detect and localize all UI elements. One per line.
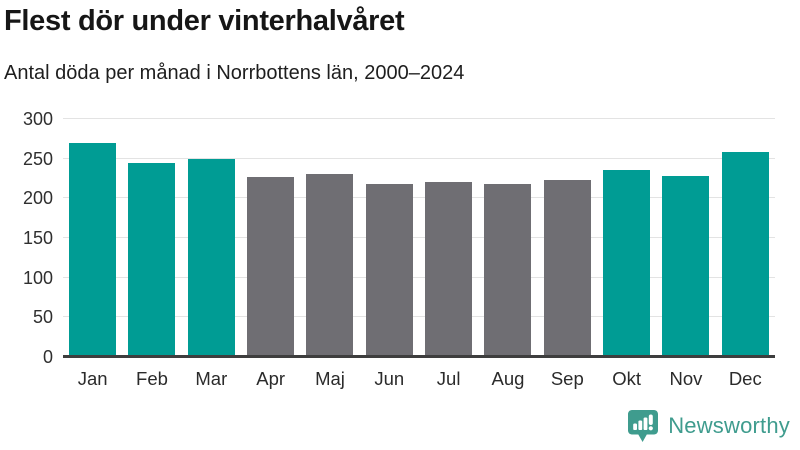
bar-slot (122, 119, 181, 357)
bar-slot (478, 119, 537, 357)
bar-aug (484, 184, 532, 357)
bar-slot (716, 119, 775, 357)
bar-jul (425, 182, 473, 357)
bar-dec (721, 152, 769, 357)
bar-slot (241, 119, 300, 357)
x-tick-label: Mar (195, 368, 228, 389)
gridline (63, 197, 775, 199)
bar-sep (543, 180, 591, 357)
bar-chart-speech-bubble-icon (627, 409, 659, 443)
x-axis-line (63, 355, 775, 358)
bar-jan (69, 142, 117, 357)
x-tick-label: Okt (612, 368, 641, 389)
bar-slot (63, 119, 122, 357)
y-tick-label: 200 (22, 188, 53, 209)
newsworthy-wordmark: Newsworthy (668, 413, 790, 438)
x-tick-label: Jun (374, 368, 405, 389)
gridline (63, 237, 775, 238)
gridline (63, 316, 775, 318)
bar-nov (662, 176, 710, 357)
plot-area (63, 118, 775, 358)
bar-okt (603, 169, 651, 357)
chart-subtitle: Antal döda per månad i Norrbottens län, … (4, 62, 465, 84)
bar-slot (538, 119, 597, 357)
x-axis-labels: Jan Feb Mar Apr Maj Jun Jul Aug Sep Okt Nov Dec (63, 368, 775, 390)
chart-title: Flest dör under vinterhalvåret (4, 5, 405, 37)
gridline (63, 118, 775, 119)
bar-slot (656, 119, 715, 357)
y-axis-labels: 0 50 100 150 200 250 300 (0, 110, 53, 366)
x-tick-label: Feb (136, 368, 168, 389)
y-tick-label: 250 (22, 148, 53, 169)
bar-slot (300, 119, 359, 357)
x-tick-label: Apr (256, 368, 286, 389)
x-tick-label: Nov (669, 368, 703, 389)
x-tick-label: Jan (77, 368, 108, 389)
gridline (63, 157, 775, 159)
y-tick-label: 100 (22, 267, 53, 288)
x-tick-label: Maj (315, 368, 345, 389)
x-tick-label: Sep (550, 368, 584, 389)
newsworthy-logo[interactable]: Newsworthy (627, 409, 790, 443)
bar-maj (306, 173, 354, 357)
bar-slot (182, 119, 241, 357)
y-tick-label: 150 (22, 228, 53, 248)
bar-feb (128, 162, 176, 357)
x-tick-label: Aug (491, 368, 525, 389)
y-tick-label: 300 (22, 109, 53, 129)
bar-slot (419, 119, 478, 357)
x-tick-label: Jul (436, 368, 461, 389)
bar-apr (247, 176, 295, 357)
y-tick-label: 50 (32, 307, 53, 328)
gridline (63, 276, 775, 278)
bar-jun (365, 184, 413, 357)
x-tick-label: Dec (728, 368, 762, 389)
bars-row (63, 119, 775, 357)
bar-slot (597, 119, 656, 357)
bar-mar (187, 158, 235, 357)
bar-slot (360, 119, 419, 357)
y-tick-label: 0 (42, 347, 53, 367)
